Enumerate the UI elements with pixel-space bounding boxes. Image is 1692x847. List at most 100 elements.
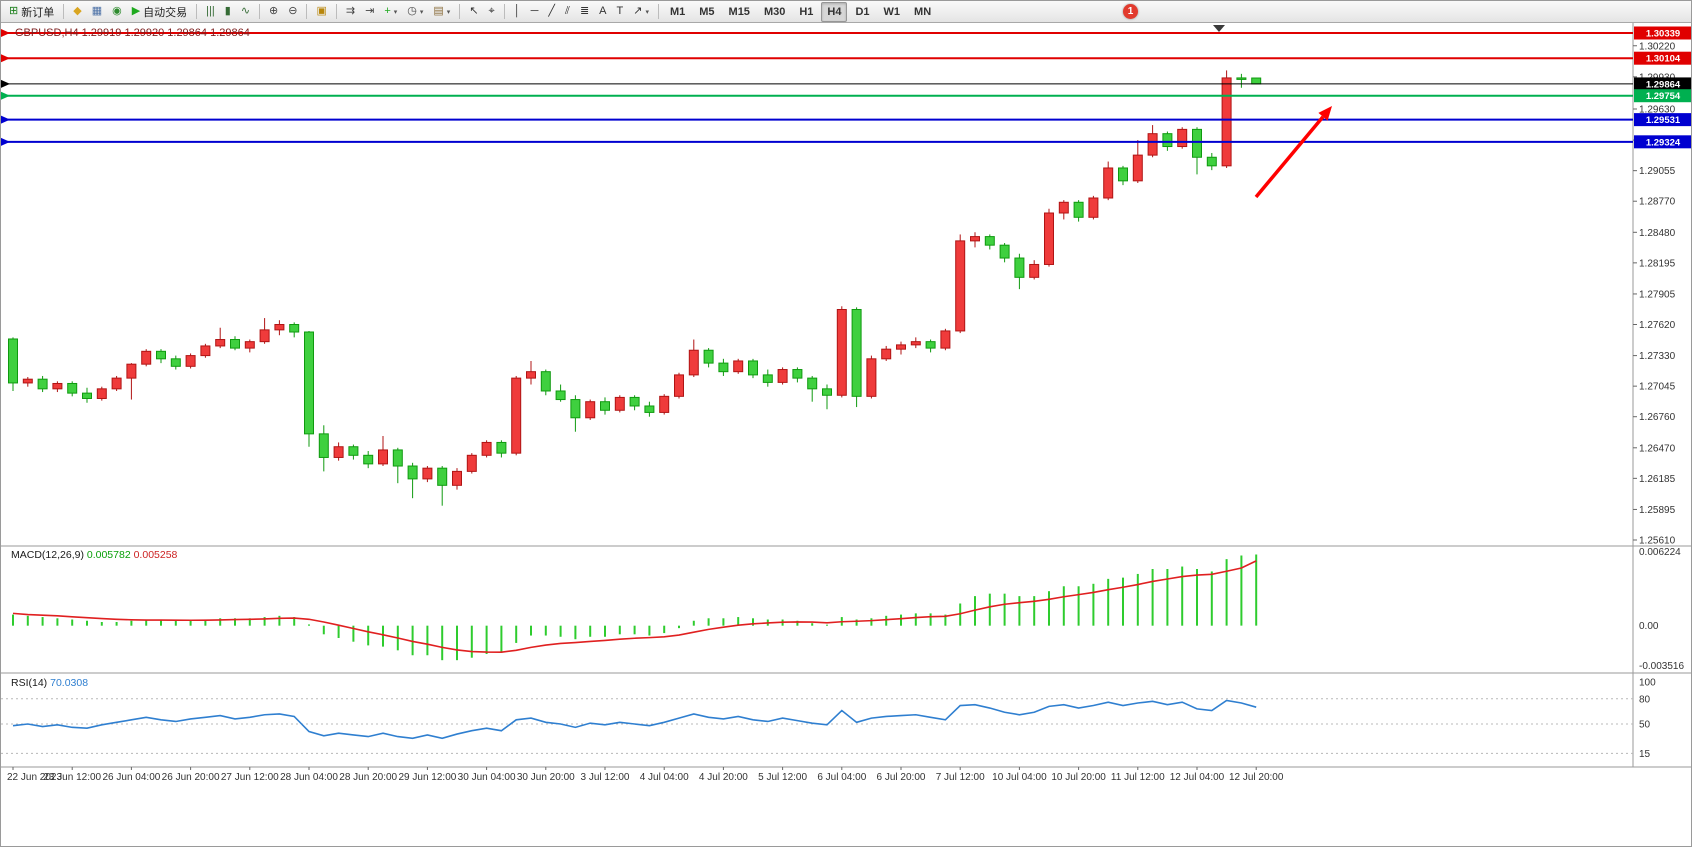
horizontal-line-button[interactable]: ─ xyxy=(527,2,543,22)
metaeditor-button[interactable]: ◆ xyxy=(69,2,85,22)
zoom-in-button[interactable]: ⊕ xyxy=(265,2,282,22)
toolbar: ⊞ 新订单 ◆ ▦ ◉ ▶ 自动交易 ||| ▮ ∿ ⊕ ⊖ ▣ ⇉ ⇥ + ▾ ◷ ▾ ▤ ▾ ↖ ⌖ │ ─ ╱ ⫽ ≣ A T ↗ ▾ M… xyxy=(1,1,1691,23)
timeframe-h4-label: H4 xyxy=(827,5,842,18)
timeframe-m30-label: M30 xyxy=(763,5,786,18)
mql5-community-button[interactable]: ◉ xyxy=(108,2,126,22)
chevron-down-icon: ▾ xyxy=(419,8,424,16)
horizontal-lines-layer xyxy=(1,29,1633,146)
timeframe-m15-label: M15 xyxy=(728,5,750,18)
candles-layer xyxy=(8,70,1262,506)
fibonacci-button[interactable]: ≣ xyxy=(576,2,593,22)
svg-text:22 Jun 2023: 22 Jun 2023 xyxy=(7,772,62,783)
new-order-icon: ⊞ xyxy=(9,5,19,17)
svg-text:6 Jul 04:00: 6 Jul 04:00 xyxy=(817,772,866,783)
timeframe-d1[interactable]: D1 xyxy=(849,2,875,22)
toolbar-separator xyxy=(459,4,461,19)
timeframe-m1-label: M1 xyxy=(669,5,686,18)
toolbar-separator xyxy=(657,4,659,19)
svg-text:1.27045: 1.27045 xyxy=(1639,382,1676,393)
macd-name: MACD(12,26,9) xyxy=(11,549,84,561)
text-label-icon: T xyxy=(616,5,624,17)
line-left-marker xyxy=(1,91,10,100)
timeframe-h1[interactable]: H1 xyxy=(793,2,819,22)
svg-text:28 Jun 20:00: 28 Jun 20:00 xyxy=(339,772,397,783)
macd-indicator-label: MACD(12,26,9) 0.005782 0.005258 xyxy=(11,549,177,561)
svg-text:29 Jun 12:00: 29 Jun 12:00 xyxy=(398,772,456,783)
chart-shift-icon: ⇥ xyxy=(365,5,375,17)
chart-shift-marker[interactable] xyxy=(1213,25,1225,32)
terminal-icon: ▦ xyxy=(91,5,103,17)
price-tag xyxy=(1634,51,1691,65)
timeframe-m30[interactable]: M30 xyxy=(758,2,791,22)
text-button[interactable]: A xyxy=(595,2,610,22)
trend-arrow-annotation[interactable] xyxy=(1254,106,1332,199)
svg-text:1.25895: 1.25895 xyxy=(1639,505,1676,516)
toolbar-separator xyxy=(196,4,198,19)
macd-panel: 0.006224 0.00 -0.003516 xyxy=(12,547,1684,672)
timeframe-w1[interactable]: W1 xyxy=(878,2,907,22)
terminal-button[interactable]: ▦ xyxy=(88,2,106,22)
timeframe-mn-label: MN xyxy=(914,5,932,18)
candlestick-chart-button[interactable]: ▮ xyxy=(221,2,235,22)
periods-button[interactable]: ◷ ▾ xyxy=(403,2,427,22)
svg-text:1.25610: 1.25610 xyxy=(1639,536,1676,547)
zoom-in-icon: ⊕ xyxy=(269,5,279,17)
timeframe-m1[interactable]: M1 xyxy=(664,2,691,22)
svg-text:1.29055: 1.29055 xyxy=(1639,166,1676,177)
crosshair-icon: ⌖ xyxy=(488,5,495,17)
svg-text:4 Jul 20:00: 4 Jul 20:00 xyxy=(699,772,748,783)
bar-chart-icon: ||| xyxy=(206,5,215,17)
indicators-button[interactable]: + ▾ xyxy=(380,2,401,22)
svg-text:1.30220: 1.30220 xyxy=(1639,41,1676,52)
crosshair-button[interactable]: ⌖ xyxy=(485,2,499,22)
svg-text:1.30339: 1.30339 xyxy=(1646,29,1680,40)
bar-chart-button[interactable]: ||| xyxy=(202,2,219,22)
templates-button[interactable]: ▤ ▾ xyxy=(429,2,454,22)
toolbar-separator xyxy=(503,4,505,19)
chevron-down-icon: ▾ xyxy=(393,8,398,16)
toolbar-separator xyxy=(335,4,337,19)
svg-text:1.30104: 1.30104 xyxy=(1646,54,1681,65)
macd-main-value: 0.005782 xyxy=(86,549,131,561)
svg-text:1.28770: 1.28770 xyxy=(1639,197,1676,208)
chart-shift-button[interactable]: ⇥ xyxy=(361,2,378,22)
zoom-out-button[interactable]: ⊖ xyxy=(284,2,301,22)
arrows-button[interactable]: ↗ ▾ xyxy=(629,2,653,22)
timeframe-d1-label: D1 xyxy=(855,5,870,18)
rsi-value: 70.0308 xyxy=(50,677,89,689)
auto-scroll-icon: ⇉ xyxy=(345,5,356,17)
text-label-button[interactable]: T xyxy=(613,2,628,22)
svg-text:1.27330: 1.27330 xyxy=(1639,351,1676,362)
trendline-button[interactable]: ╱ xyxy=(544,2,559,22)
svg-text:1.27905: 1.27905 xyxy=(1639,289,1676,300)
notification-badge[interactable]: 1 xyxy=(1123,4,1138,19)
svg-text:10 Jul 04:00: 10 Jul 04:00 xyxy=(992,772,1047,783)
tile-windows-button[interactable]: ▣ xyxy=(312,2,330,22)
equidistant-channel-button[interactable]: ⫽ xyxy=(561,2,574,22)
svg-text:5 Jul 12:00: 5 Jul 12:00 xyxy=(758,772,807,783)
timeframe-m15[interactable]: M15 xyxy=(723,2,756,22)
svg-text:6 Jul 20:00: 6 Jul 20:00 xyxy=(877,772,926,783)
svg-text:23 Jun 12:00: 23 Jun 12:00 xyxy=(43,772,101,783)
indicators-icon: + xyxy=(384,5,391,17)
rsi-panel: 100 80 50 15 xyxy=(1,678,1656,760)
equidistant-channel-icon: ⫽ xyxy=(565,5,570,17)
timeframe-h4[interactable]: H4 xyxy=(821,1,848,22)
cursor-button[interactable]: ↖ xyxy=(465,2,482,22)
trendline-icon: ╱ xyxy=(548,5,556,17)
autotrading-button[interactable]: ▶ 自动交易 xyxy=(128,2,191,22)
new-order-button[interactable]: ⊞ 新订单 xyxy=(5,2,58,22)
line-chart-button[interactable]: ∿ xyxy=(237,2,254,22)
svg-text:1.29864: 1.29864 xyxy=(1646,79,1681,90)
toolbar-separator xyxy=(306,4,308,19)
svg-text:26 Jun 04:00: 26 Jun 04:00 xyxy=(102,772,160,783)
timeframe-mn[interactable]: MN xyxy=(908,2,937,22)
zoom-out-icon: ⊖ xyxy=(288,5,298,17)
timeframe-m5[interactable]: M5 xyxy=(693,2,720,22)
svg-text:12 Jul 20:00: 12 Jul 20:00 xyxy=(1229,772,1284,783)
svg-text:1.27620: 1.27620 xyxy=(1639,320,1676,331)
vertical-line-button[interactable]: │ xyxy=(510,2,525,22)
auto-scroll-button[interactable]: ⇉ xyxy=(342,2,359,22)
